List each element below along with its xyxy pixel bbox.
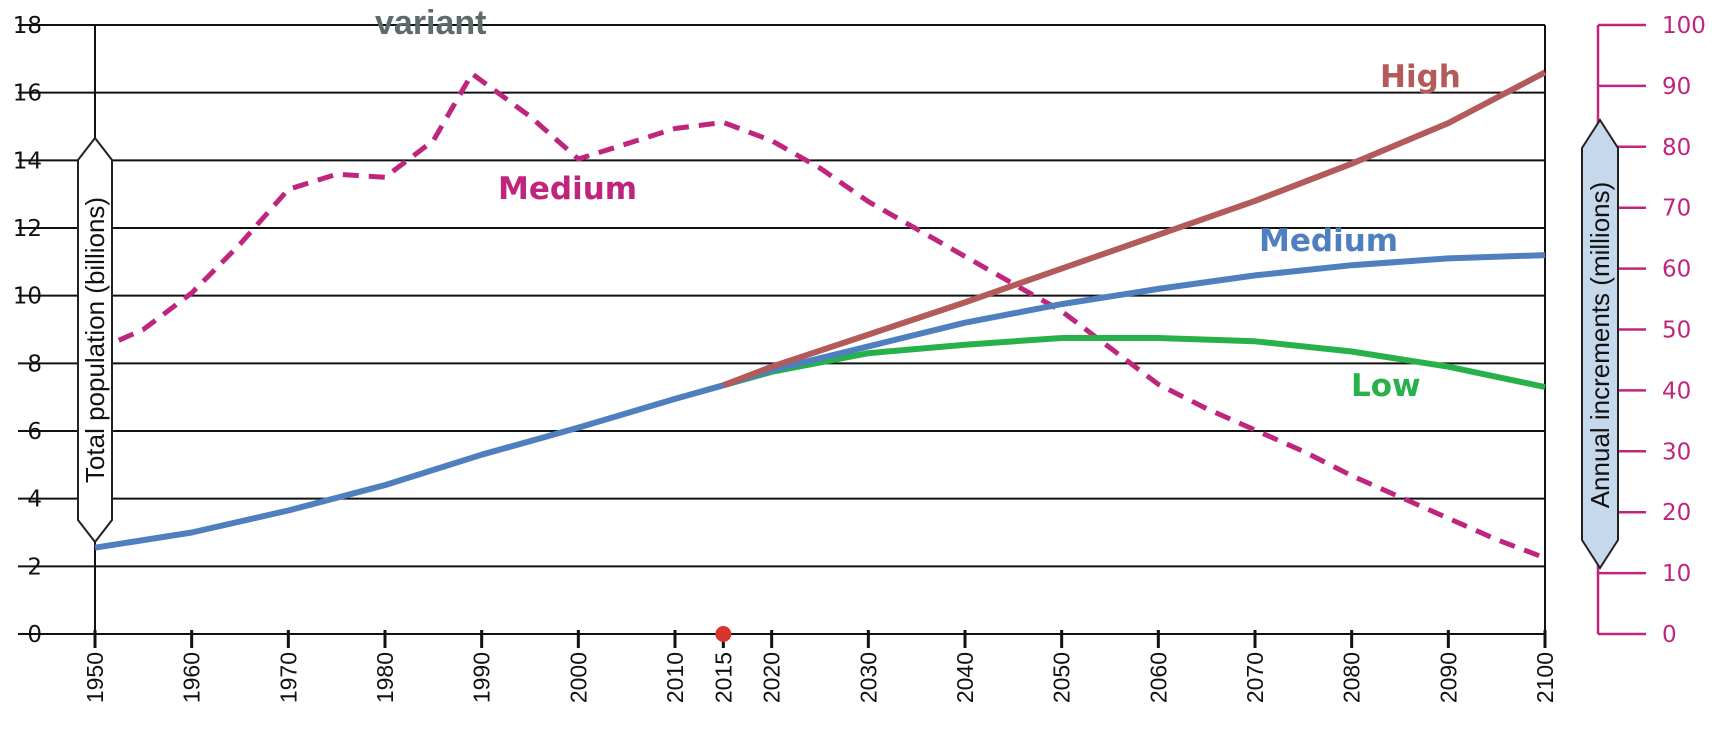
x-tick-2090: 2090 [1435, 652, 1461, 703]
x-tick-1960: 1960 [179, 652, 205, 703]
x-tick-2000: 2000 [565, 652, 591, 703]
x-tick-2070: 2070 [1242, 652, 1268, 703]
x-tick-2060: 2060 [1145, 652, 1171, 703]
x-tick-1970: 1970 [275, 652, 301, 703]
left-axis-title: Total population (billions) [80, 197, 110, 483]
y-right-tick-60: 60 [1662, 257, 1691, 283]
series-layer [93, 69, 1547, 561]
left-axis-title-box: Total population (billions) [77, 136, 113, 544]
y-right-tick-10: 10 [1662, 561, 1691, 587]
right-axis-title-box: Annual increments (millions) [1581, 118, 1619, 570]
y-right-tick-100: 100 [1662, 13, 1706, 39]
label-medium-increments: Medium [498, 171, 637, 207]
gridlines [18, 24, 1545, 635]
y-left-tick-4: 4 [27, 487, 42, 513]
y-left-tick-14: 14 [13, 148, 42, 174]
x-tick-2015: 2015 [710, 652, 736, 703]
series-medium-population-line [94, 252, 1546, 551]
highlight-year-marker [715, 626, 732, 642]
x-tick-2040: 2040 [952, 652, 978, 703]
x-tick-2050: 2050 [1049, 652, 1075, 703]
y-left-tick-2: 2 [27, 554, 42, 580]
series-high-line [722, 69, 1547, 389]
label-high: High [1380, 59, 1461, 95]
right-axis-title: Annual increments (millions) [1585, 182, 1615, 509]
y-right-tick-40: 40 [1662, 378, 1691, 404]
x-tick-2100: 2100 [1532, 652, 1558, 703]
x-tick-1990: 1990 [469, 652, 495, 703]
label-low: Low [1351, 368, 1421, 404]
x-tick-2080: 2080 [1339, 652, 1365, 703]
y-left-tick-18: 18 [13, 13, 42, 39]
y-left-tick-16: 16 [13, 81, 42, 107]
x-tick-2020: 2020 [759, 652, 785, 703]
y-right-tick-30: 30 [1662, 439, 1691, 465]
y-right-tick-70: 70 [1662, 196, 1691, 222]
y-right-tick-20: 20 [1662, 500, 1691, 526]
left-axis-ticks: 0 2 4 6 8 10 12 14 16 18 [13, 13, 42, 648]
y-right-tick-90: 90 [1662, 74, 1691, 100]
x-tick-2010: 2010 [662, 652, 688, 703]
series-low-line [722, 335, 1546, 390]
y-right-tick-0: 0 [1662, 622, 1677, 648]
y-left-tick-8: 8 [27, 351, 42, 377]
x-axis: 1950 1960 1970 1980 1990 2000 2010 2015 2020 2030… [82, 626, 1558, 703]
x-tick-2030: 2030 [855, 652, 881, 703]
series-medium-increments-line [93, 71, 1546, 561]
x-tick-1950: 1950 [82, 652, 108, 703]
plot-frame [94, 25, 1546, 648]
x-tick-1980: 1980 [372, 652, 398, 703]
y-left-tick-10: 10 [13, 284, 42, 310]
y-left-tick-6: 6 [27, 419, 42, 445]
variant-heading: variant [375, 4, 487, 42]
y-left-tick-0: 0 [27, 622, 42, 648]
y-right-tick-80: 80 [1662, 135, 1691, 161]
y-right-tick-50: 50 [1662, 318, 1691, 344]
label-medium-population: Medium [1259, 223, 1398, 259]
y-left-tick-12: 12 [13, 216, 42, 242]
